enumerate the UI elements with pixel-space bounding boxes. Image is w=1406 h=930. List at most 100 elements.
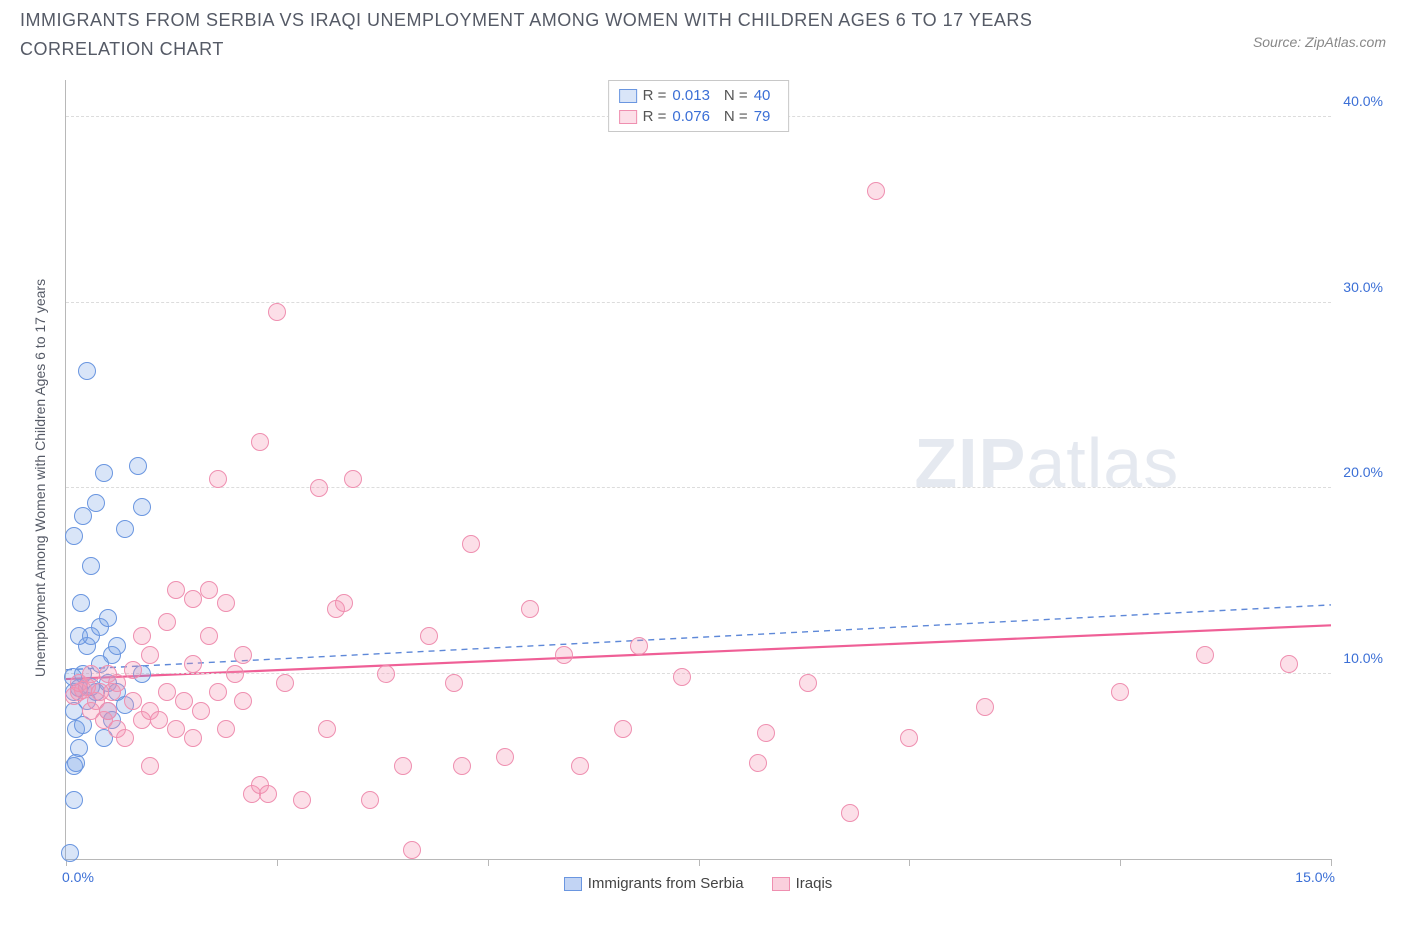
y-tick-label: 30.0% bbox=[1343, 279, 1383, 295]
data-point bbox=[141, 757, 159, 775]
data-point bbox=[133, 627, 151, 645]
data-point bbox=[167, 581, 185, 599]
data-point bbox=[900, 729, 918, 747]
source-attribution: Source: ZipAtlas.com bbox=[1253, 34, 1386, 50]
data-point bbox=[1111, 683, 1129, 701]
stats-legend: R = 0.013 N = 40 R = 0.076 N = 79 bbox=[608, 80, 790, 132]
data-point bbox=[200, 627, 218, 645]
stats-row-serbia: R = 0.013 N = 40 bbox=[619, 85, 779, 106]
data-point bbox=[124, 692, 142, 710]
data-point bbox=[141, 646, 159, 664]
data-point bbox=[95, 464, 113, 482]
data-point bbox=[82, 557, 100, 575]
data-point bbox=[82, 665, 100, 683]
data-point bbox=[184, 729, 202, 747]
data-point bbox=[209, 683, 227, 701]
data-point bbox=[867, 182, 885, 200]
data-point bbox=[209, 470, 227, 488]
data-point bbox=[184, 590, 202, 608]
data-point bbox=[462, 535, 480, 553]
legend-item-iraqis: Iraqis bbox=[772, 875, 833, 892]
data-point bbox=[234, 692, 252, 710]
x-tick bbox=[488, 859, 489, 866]
data-point bbox=[394, 757, 412, 775]
data-point bbox=[318, 720, 336, 738]
data-point bbox=[99, 702, 117, 720]
x-tick bbox=[1120, 859, 1121, 866]
data-point bbox=[445, 674, 463, 692]
data-point bbox=[614, 720, 632, 738]
data-point bbox=[420, 627, 438, 645]
data-point bbox=[234, 646, 252, 664]
data-point bbox=[757, 724, 775, 742]
trend-lines bbox=[66, 80, 1331, 859]
data-point bbox=[251, 433, 269, 451]
data-point bbox=[571, 757, 589, 775]
data-point bbox=[630, 637, 648, 655]
y-tick-label: 10.0% bbox=[1343, 650, 1383, 666]
data-point bbox=[310, 479, 328, 497]
data-point bbox=[217, 720, 235, 738]
data-point bbox=[293, 791, 311, 809]
data-point bbox=[70, 739, 88, 757]
y-axis-label: Unemployment Among Women with Children A… bbox=[32, 278, 48, 678]
data-point bbox=[150, 711, 168, 729]
y-tick-label: 40.0% bbox=[1343, 93, 1383, 109]
legend-item-serbia: Immigrants from Serbia bbox=[564, 875, 744, 892]
data-point bbox=[1196, 646, 1214, 664]
swatch-iraqis bbox=[772, 877, 790, 891]
data-point bbox=[78, 362, 96, 380]
data-point bbox=[799, 674, 817, 692]
data-point bbox=[555, 646, 573, 664]
data-point bbox=[673, 668, 691, 686]
data-point bbox=[226, 665, 244, 683]
y-tick-label: 20.0% bbox=[1343, 464, 1383, 480]
data-point bbox=[167, 720, 185, 738]
watermark: ZIPatlas bbox=[914, 423, 1179, 503]
data-point bbox=[259, 785, 277, 803]
legend-label: Iraqis bbox=[796, 875, 833, 892]
data-point bbox=[377, 665, 395, 683]
data-point bbox=[361, 791, 379, 809]
data-point bbox=[61, 844, 79, 862]
plot-area: ZIPatlas R = 0.013 N = 40 R = 0.076 N = … bbox=[65, 80, 1331, 860]
series-legend: Immigrants from Serbia Iraqis bbox=[65, 875, 1331, 892]
x-tick bbox=[277, 859, 278, 866]
chart-container: Unemployment Among Women with Children A… bbox=[20, 80, 1386, 900]
data-point bbox=[116, 520, 134, 538]
data-point bbox=[184, 655, 202, 673]
data-point bbox=[1280, 655, 1298, 673]
data-point bbox=[175, 692, 193, 710]
data-point bbox=[158, 683, 176, 701]
data-point bbox=[976, 698, 994, 716]
gridline bbox=[66, 673, 1331, 674]
data-point bbox=[133, 498, 151, 516]
data-point bbox=[129, 457, 147, 475]
data-point bbox=[841, 804, 859, 822]
data-point bbox=[99, 609, 117, 627]
data-point bbox=[124, 661, 142, 679]
gridline bbox=[66, 487, 1331, 488]
chart-title: IMMIGRANTS FROM SERBIA VS IRAQI UNEMPLOY… bbox=[20, 6, 1120, 64]
data-point bbox=[108, 637, 126, 655]
gridline bbox=[66, 302, 1331, 303]
x-tick bbox=[909, 859, 910, 866]
data-point bbox=[87, 494, 105, 512]
data-point bbox=[108, 674, 126, 692]
swatch-iraqis bbox=[619, 110, 637, 124]
data-point bbox=[749, 754, 767, 772]
data-point bbox=[276, 674, 294, 692]
data-point bbox=[65, 527, 83, 545]
data-point bbox=[344, 470, 362, 488]
data-point bbox=[268, 303, 286, 321]
data-point bbox=[72, 594, 90, 612]
data-point bbox=[403, 841, 421, 859]
data-point bbox=[192, 702, 210, 720]
legend-label: Immigrants from Serbia bbox=[588, 875, 744, 892]
x-tick bbox=[1331, 859, 1332, 866]
stats-row-iraqis: R = 0.076 N = 79 bbox=[619, 106, 779, 127]
data-point bbox=[116, 729, 134, 747]
data-point bbox=[65, 791, 83, 809]
data-point bbox=[70, 627, 88, 645]
data-point bbox=[521, 600, 539, 618]
